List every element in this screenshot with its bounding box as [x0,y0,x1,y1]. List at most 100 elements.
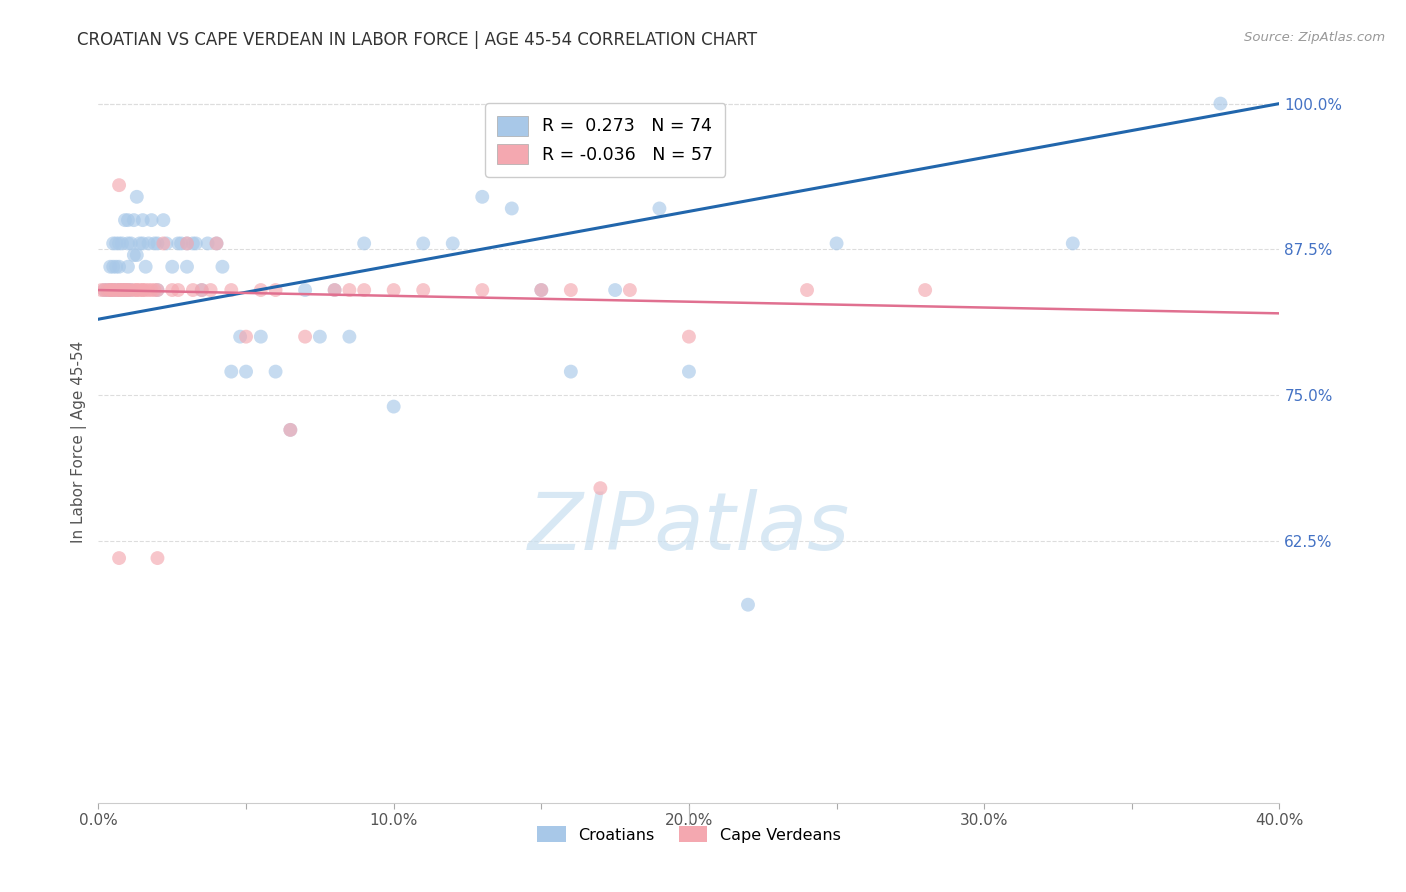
Point [589,481,612,495]
Point [294,329,316,343]
Point [229,329,252,343]
Point [132,236,155,251]
Point [678,329,700,343]
Point [323,283,346,297]
Point [167,236,190,251]
Point [135,283,157,297]
Point [155,236,177,251]
Point [132,283,155,297]
Point [125,283,148,297]
Point [128,283,150,297]
Point [152,213,174,227]
Point [353,236,375,251]
Point [250,329,273,343]
Point [111,236,134,251]
Text: Source: ZipAtlas.com: Source: ZipAtlas.com [1244,31,1385,45]
Point [120,283,142,297]
Point [181,283,204,297]
Point [501,202,523,216]
Point [309,329,332,343]
Point [111,283,134,297]
Point [114,213,136,227]
Point [339,283,361,297]
Point [117,260,139,274]
Text: CROATIAN VS CAPE VERDEAN IN LABOR FORCE | AGE 45-54 CORRELATION CHART: CROATIAN VS CAPE VERDEAN IN LABOR FORCE … [77,31,758,49]
Point [98,260,121,274]
Point [114,283,136,297]
Point [1209,96,1232,111]
Point [141,213,163,227]
Point [117,213,139,227]
Point [105,236,128,251]
Point [108,260,131,274]
Point [441,236,464,251]
Point [117,283,139,297]
Point [96,283,118,297]
Point [176,236,198,251]
Point [138,283,160,297]
Point [114,283,136,297]
Point [146,283,169,297]
Point [125,190,148,204]
Legend: Croatians, Cape Verdeans: Croatians, Cape Verdeans [530,820,848,849]
Point [93,283,115,297]
Point [471,190,494,204]
Point [235,365,257,379]
Point [103,260,125,274]
Point [128,236,150,251]
Point [138,236,160,251]
Point [93,283,115,297]
Point [170,236,193,251]
Point [114,283,136,297]
Point [471,283,494,297]
Point [143,236,166,251]
Text: ZIPatlas: ZIPatlas [527,489,851,567]
Point [191,283,214,297]
Point [146,551,169,566]
Point [294,283,316,297]
Point [108,283,131,297]
Point [530,283,553,297]
Point [122,213,145,227]
Point [737,598,759,612]
Point [108,283,131,297]
Point [167,283,190,297]
Point [111,283,134,297]
Point [250,283,273,297]
Point [117,283,139,297]
Point [1062,236,1084,251]
Point [105,260,128,274]
Point [108,551,131,566]
Point [117,236,139,251]
Point [221,365,243,379]
Point [382,400,405,414]
Point [111,283,134,297]
Point [103,283,125,297]
Point [221,283,243,297]
Point [200,283,222,297]
Point [382,283,405,297]
Point [191,283,214,297]
Point [619,283,641,297]
Point [105,283,128,297]
Point [323,283,346,297]
Point [176,236,198,251]
Point [98,283,121,297]
Point [353,283,375,297]
Point [181,236,204,251]
Point [162,260,183,274]
Point [103,283,125,297]
Point [122,248,145,262]
Point [146,236,169,251]
Point [98,283,121,297]
Point [135,260,157,274]
Point [90,283,112,297]
Point [117,283,139,297]
Point [280,423,302,437]
Point [339,329,361,343]
Point [264,283,287,297]
Point [141,283,163,297]
Point [648,202,671,216]
Point [108,283,131,297]
Point [184,236,207,251]
